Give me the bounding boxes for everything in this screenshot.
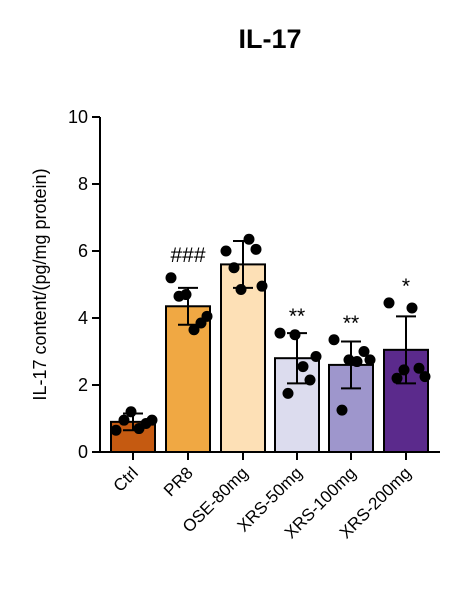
significance-label: ** [343, 312, 359, 335]
data-point [228, 262, 240, 274]
y-tick-label: 10 [68, 107, 88, 127]
bar-ose-80mg [220, 263, 266, 453]
data-point [220, 245, 232, 257]
data-point [328, 334, 340, 346]
data-point [118, 414, 130, 426]
significance-label: * [402, 275, 410, 298]
chart-title: IL-17 [238, 24, 302, 54]
data-point [110, 424, 122, 436]
significance-label: ** [289, 305, 305, 328]
data-point [188, 324, 200, 336]
data-point [364, 354, 376, 366]
significance-label: ### [170, 244, 205, 267]
data-point [250, 243, 262, 255]
y-axis-label: IL-17 content/(pg/mg protein) [30, 168, 50, 400]
data-point [304, 374, 316, 386]
data-point [383, 297, 395, 309]
data-point [358, 346, 370, 357]
data-point [165, 272, 177, 284]
y-tick-label: 0 [78, 442, 88, 462]
data-point [297, 361, 309, 373]
data-point [310, 351, 322, 363]
data-point [256, 280, 268, 292]
data-point [282, 387, 294, 399]
x-category-label: Ctrl [110, 463, 142, 495]
data-point [235, 284, 247, 296]
data-point [413, 362, 425, 374]
data-point [180, 289, 192, 301]
data-point [351, 356, 363, 368]
data-point [406, 302, 418, 314]
y-tick-label: 4 [78, 308, 88, 328]
bar-pr8 [165, 305, 211, 453]
data-point [336, 404, 348, 416]
data-point [419, 371, 431, 383]
data-point [398, 364, 410, 376]
data-point [243, 233, 255, 245]
y-tick-label: 2 [78, 375, 88, 395]
data-point [125, 406, 137, 418]
y-tick-label: 8 [78, 174, 88, 194]
data-point [201, 310, 213, 322]
y-tick-label: 6 [78, 241, 88, 261]
data-point [289, 329, 301, 341]
data-point [146, 414, 158, 426]
data-point [274, 327, 286, 339]
data-point [391, 372, 403, 384]
x-category-label: PR8 [160, 463, 197, 500]
